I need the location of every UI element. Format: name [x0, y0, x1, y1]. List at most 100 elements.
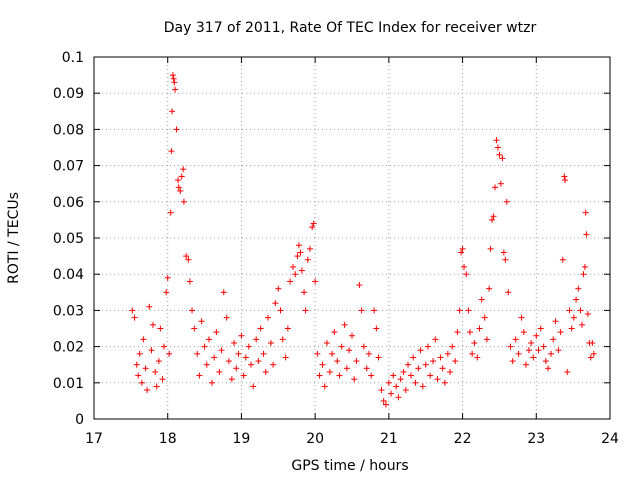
data-point	[329, 350, 336, 357]
data-point	[245, 343, 252, 350]
data-point	[388, 390, 395, 397]
data-point	[321, 383, 328, 390]
data-point	[365, 350, 372, 357]
data-point	[167, 209, 174, 216]
data-point	[131, 314, 138, 321]
data-point	[148, 347, 155, 354]
x-tick-label: 18	[159, 431, 177, 447]
data-point	[561, 173, 568, 180]
data-point	[515, 350, 522, 357]
x-tick-label: 23	[527, 431, 545, 447]
data-point	[557, 329, 564, 336]
data-point	[497, 180, 504, 187]
data-point	[382, 401, 389, 408]
data-point	[260, 350, 267, 357]
data-point	[500, 249, 507, 256]
data-point	[275, 285, 282, 292]
data-point	[203, 361, 210, 368]
x-axis-label: GPS time / hours	[291, 458, 408, 474]
data-point	[149, 321, 156, 328]
data-point	[310, 220, 317, 227]
data-point	[250, 383, 257, 390]
data-point	[194, 350, 201, 357]
data-point	[253, 336, 260, 343]
data-point	[270, 361, 277, 368]
data-point	[129, 307, 136, 314]
data-point	[486, 285, 493, 292]
data-point	[284, 325, 291, 332]
data-point	[231, 339, 238, 346]
data-point	[218, 347, 225, 354]
data-point	[503, 198, 510, 205]
data-point	[405, 361, 412, 368]
data-point	[180, 198, 187, 205]
data-point	[562, 177, 569, 184]
data-point	[301, 289, 308, 296]
data-point	[454, 329, 461, 336]
data-point	[208, 379, 215, 386]
data-point	[343, 365, 350, 372]
chart-title: Day 317 of 2011, Rate Of TEC Index for r…	[164, 20, 537, 36]
data-point	[499, 155, 506, 162]
data-point	[478, 296, 485, 303]
data-point	[582, 209, 589, 216]
data-point	[471, 339, 478, 346]
data-point	[152, 368, 159, 375]
y-tick-label: 0.09	[53, 86, 84, 102]
data-point	[502, 256, 509, 263]
data-point	[522, 361, 529, 368]
data-point	[528, 339, 535, 346]
data-point	[198, 318, 205, 325]
data-point	[550, 336, 557, 343]
data-point	[326, 368, 333, 375]
data-point	[302, 307, 309, 314]
data-point	[314, 350, 321, 357]
data-point	[172, 86, 179, 93]
data-point	[323, 339, 330, 346]
data-point	[444, 350, 451, 357]
data-point	[587, 354, 594, 361]
data-point	[186, 278, 193, 285]
data-point	[356, 282, 363, 289]
x-tick-label: 22	[454, 431, 472, 447]
data-point	[432, 336, 439, 343]
data-point	[481, 314, 488, 321]
data-point	[430, 358, 437, 365]
data-point	[349, 332, 355, 339]
data-point	[419, 383, 426, 390]
data-point	[353, 358, 360, 365]
data-point	[507, 343, 514, 350]
axis-ticks: 17 18 19 20 21 22 23 24 0 0.01 0.02 0.03 0.04 0.05 0.0…	[53, 50, 619, 447]
data-point	[489, 216, 496, 223]
data-point	[363, 365, 370, 372]
data-point	[255, 358, 262, 365]
data-point	[458, 249, 465, 256]
data-point	[168, 148, 175, 155]
data-point	[583, 231, 590, 238]
data-point	[146, 303, 153, 310]
y-tick-label: 0.06	[53, 195, 84, 211]
data-point	[410, 354, 417, 361]
data-point	[228, 376, 235, 383]
data-point	[407, 372, 414, 379]
data-point	[397, 376, 404, 383]
data-point	[577, 307, 584, 314]
data-point	[282, 354, 289, 361]
data-point	[242, 354, 249, 361]
data-point	[211, 354, 218, 361]
data-point	[575, 285, 582, 292]
data-point	[437, 354, 444, 361]
data-point	[375, 354, 382, 361]
data-point	[216, 368, 223, 375]
data-point	[424, 343, 431, 350]
data-point	[465, 307, 472, 314]
data-point	[334, 358, 341, 365]
data-point	[220, 289, 227, 296]
grid-lines	[94, 57, 610, 419]
data-point	[262, 368, 269, 375]
data-point	[257, 325, 264, 332]
x-tick-label: 24	[601, 431, 619, 447]
data-point	[439, 365, 446, 372]
data-point	[447, 368, 454, 375]
data-point	[417, 347, 424, 354]
